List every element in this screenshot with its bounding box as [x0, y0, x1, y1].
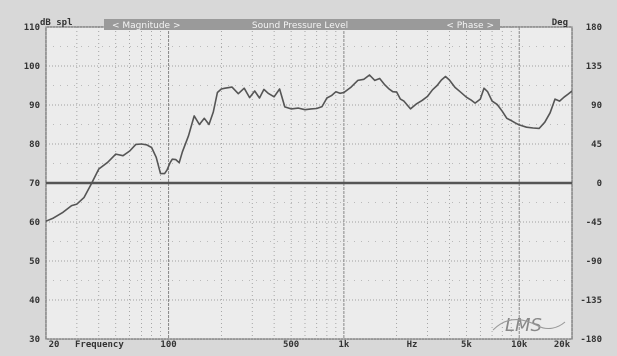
lms-logo-text: LMS	[505, 315, 542, 336]
lms-logo-swoosh	[492, 319, 566, 331]
magnitude-label: < Magnitude >	[112, 21, 180, 31]
x-tick-label: 1k	[338, 340, 349, 350]
chart-title: Sound Pressure Level	[252, 21, 348, 31]
left-axis-ticks: 30 40 50 60 70 80 90 100 110	[24, 23, 40, 345]
right-tick-label: -135	[580, 296, 602, 306]
series-group	[45, 74, 573, 222]
y-tick-label: 80	[29, 140, 40, 150]
y-tick-label: 100	[24, 62, 40, 72]
x-tick-label: 100	[160, 340, 176, 350]
right-tick-label: 135	[586, 62, 602, 72]
right-tick-label: 90	[591, 101, 602, 111]
right-tick-label: -45	[586, 218, 602, 228]
x-tick-label: 10k	[511, 340, 528, 350]
y-tick-label: 50	[29, 257, 40, 267]
y-tick-label: 40	[29, 296, 40, 306]
right-unit-label: Deg	[552, 18, 568, 28]
right-tick-label: 180	[586, 23, 602, 33]
right-tick-label: 45	[591, 140, 602, 150]
chart-header: < Magnitude > Sound Pressure Level < Pha…	[104, 19, 500, 31]
spl-series-line	[45, 74, 573, 222]
left-unit-label: dB spl	[40, 18, 73, 28]
y-tick-label: 70	[29, 179, 40, 189]
x-tick-label: 5k	[461, 340, 472, 350]
y-tick-label: 30	[29, 335, 40, 345]
grid-lines	[45, 26, 573, 340]
right-tick-label: -90	[586, 257, 602, 267]
right-axis-ticks: -180 -135 -90 -45 0 45 90 135 180	[580, 23, 602, 345]
phase-label: < Phase >	[446, 21, 494, 31]
y-tick-label: 110	[24, 23, 40, 33]
y-tick-label: 90	[29, 101, 40, 111]
x-tick-label: 500	[283, 340, 299, 350]
x-tick-label: 20	[49, 340, 60, 350]
x-axis-hz-label: Hz	[407, 340, 418, 350]
x-axis-ticks: 20 100 500 1k 5k 10k 20k	[49, 340, 571, 350]
x-tick-label: 20k	[554, 340, 571, 350]
x-axis-frequency-label: Frequency	[75, 340, 124, 350]
header-bar	[104, 19, 500, 30]
y-tick-label: 60	[29, 218, 40, 228]
right-tick-label: 0	[597, 179, 602, 189]
lms-logo: LMS	[492, 315, 566, 336]
right-tick-label: -180	[580, 335, 602, 345]
